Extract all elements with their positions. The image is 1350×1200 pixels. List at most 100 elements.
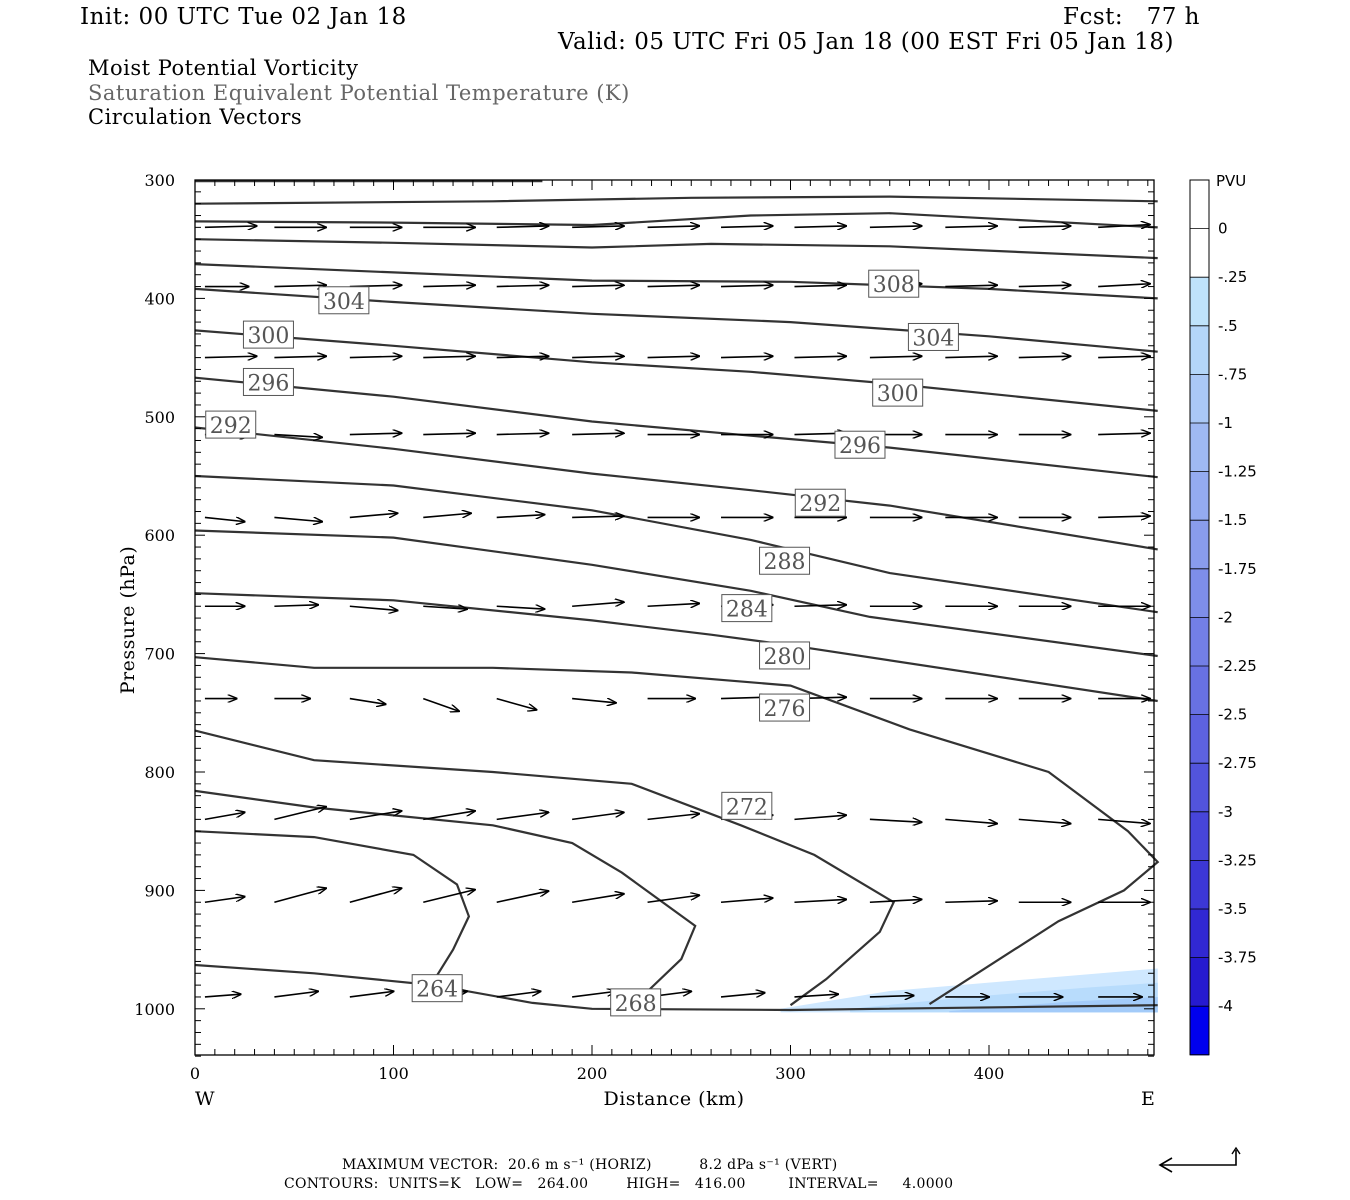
circulation-vector <box>647 285 700 286</box>
circulation-vector <box>869 899 922 902</box>
x-tick-label: 200 <box>577 1064 608 1083</box>
circulation-vector <box>794 356 846 357</box>
field-title-mpv: Moist Potential Vorticity <box>88 56 359 80</box>
circulation-vector <box>274 605 318 606</box>
theta-es-contour <box>194 592 1158 703</box>
circulation-vector <box>1018 226 1071 227</box>
circulation-vector <box>869 356 922 357</box>
theta-es-contour <box>194 238 1158 260</box>
colorbar-label: -3 <box>1218 803 1233 821</box>
colorbar-label: -3.75 <box>1218 949 1257 967</box>
colorbar-label: -3.25 <box>1218 851 1257 869</box>
colorbar-title: PVU <box>1216 172 1246 190</box>
circulation-vector <box>721 226 773 227</box>
x-tick-label: 300 <box>775 1064 806 1083</box>
circulation-vector <box>945 226 997 227</box>
circulation-vector <box>274 356 326 357</box>
circulation-vector <box>496 226 549 227</box>
colorbar-swatch <box>1190 1006 1209 1056</box>
colorbar-swatch <box>1190 860 1209 910</box>
contour-label-box <box>759 641 811 670</box>
contour-label: 292 <box>210 414 252 439</box>
circulation-vector <box>496 356 549 357</box>
circulation-vector <box>423 356 475 357</box>
theta-es-contour <box>194 329 1158 412</box>
circulation-vector <box>349 433 402 434</box>
circulation-vector <box>720 993 765 998</box>
circulation-vector <box>1098 356 1150 357</box>
contour-label-box <box>242 320 294 349</box>
circulation-vector <box>496 697 537 710</box>
colorbar-label: -1 <box>1218 414 1233 432</box>
theta-es-contour <box>194 212 1158 229</box>
contour-label: 272 <box>726 795 768 820</box>
circulation-vector <box>496 433 549 434</box>
circulation-vector <box>1098 818 1150 823</box>
circulation-vector <box>720 898 773 904</box>
circulation-vector <box>349 811 402 821</box>
circulation-vector <box>274 888 326 904</box>
circulation-vector <box>721 356 773 357</box>
colorbar-label: -1.25 <box>1218 463 1257 481</box>
contour-layer <box>194 180 1160 1012</box>
plot-frame <box>194 179 1155 1056</box>
circulation-vector <box>204 812 245 821</box>
colorbar-label: 0 <box>1218 220 1228 238</box>
circulation-vector <box>496 891 549 904</box>
field-title-theta-es: Saturation Equivalent Potential Temperat… <box>88 81 630 105</box>
colorbar-label: -1.75 <box>1218 560 1257 578</box>
theta-es-contour <box>194 963 1158 1012</box>
circulation-vector <box>496 812 549 821</box>
contour-label-layer: 308 304 304 300 300 296 296 292 292 288 284 280 276 2… <box>205 269 959 1017</box>
colorbar-swatch <box>1190 666 1209 716</box>
circulation-vector <box>945 818 997 823</box>
contour-label: 300 <box>247 324 289 349</box>
colorbar: 0 -.25 -.5 -.75 -1 -1.25 -1.5 -1.75 -2 -2.25 -2.5 -… <box>1189 179 1257 1056</box>
colorbar-label: -3.5 <box>1218 900 1247 918</box>
circulation-vector <box>647 226 700 227</box>
circulation-vector <box>794 226 846 227</box>
colorbar-swatch <box>1190 568 1209 618</box>
theta-es-contour <box>194 529 1158 658</box>
circulation-vector <box>349 356 402 357</box>
theta-es-contour <box>194 474 1158 614</box>
contour-info-note: CONTOURS: UNITS=K LOW= 264.00 HIGH= 416.… <box>284 1176 954 1192</box>
circulation-vector <box>647 814 700 821</box>
colorbar-label: -.5 <box>1218 317 1238 335</box>
circulation-vector <box>572 697 616 703</box>
circulation-vector <box>274 991 318 998</box>
circulation-vector <box>349 697 386 705</box>
y-tick-label: 600 <box>144 526 175 545</box>
x-tick-label: 0 <box>190 1064 200 1083</box>
circulation-vector <box>496 515 545 518</box>
circulation-vector <box>1098 433 1150 434</box>
circulation-vector <box>423 433 475 434</box>
colorbar-label: -2.25 <box>1218 657 1257 675</box>
circulation-vector <box>572 356 624 357</box>
mpv-shading-3 <box>949 996 1158 1013</box>
circulation-vector <box>572 285 624 286</box>
circulation-vector <box>204 516 245 521</box>
theta-es-contour <box>194 830 471 983</box>
circulation-vector <box>721 285 773 286</box>
contour-label-box <box>205 410 257 439</box>
theta-es-contour <box>194 789 697 998</box>
circulation-vector <box>274 516 322 521</box>
circulation-vector <box>274 807 326 821</box>
circulation-vector <box>869 996 914 997</box>
circulation-vector <box>572 226 624 227</box>
contour-label-box <box>794 488 846 517</box>
contour-label: 296 <box>839 434 881 459</box>
x-axis-west-label: W <box>195 1088 215 1110</box>
circulation-vector <box>572 894 624 904</box>
circulation-vector <box>423 513 471 519</box>
circulation-vector <box>794 605 846 606</box>
colorbar-swatch <box>1190 228 1209 278</box>
colorbar-swatch <box>1190 763 1209 813</box>
contour-label-box <box>834 430 886 459</box>
y-tick-label: 1000 <box>134 1000 175 1019</box>
theta-es-contour <box>194 376 1158 479</box>
colorbar-label: -1.5 <box>1218 511 1247 529</box>
mpv-shading-layer <box>780 968 1158 1013</box>
